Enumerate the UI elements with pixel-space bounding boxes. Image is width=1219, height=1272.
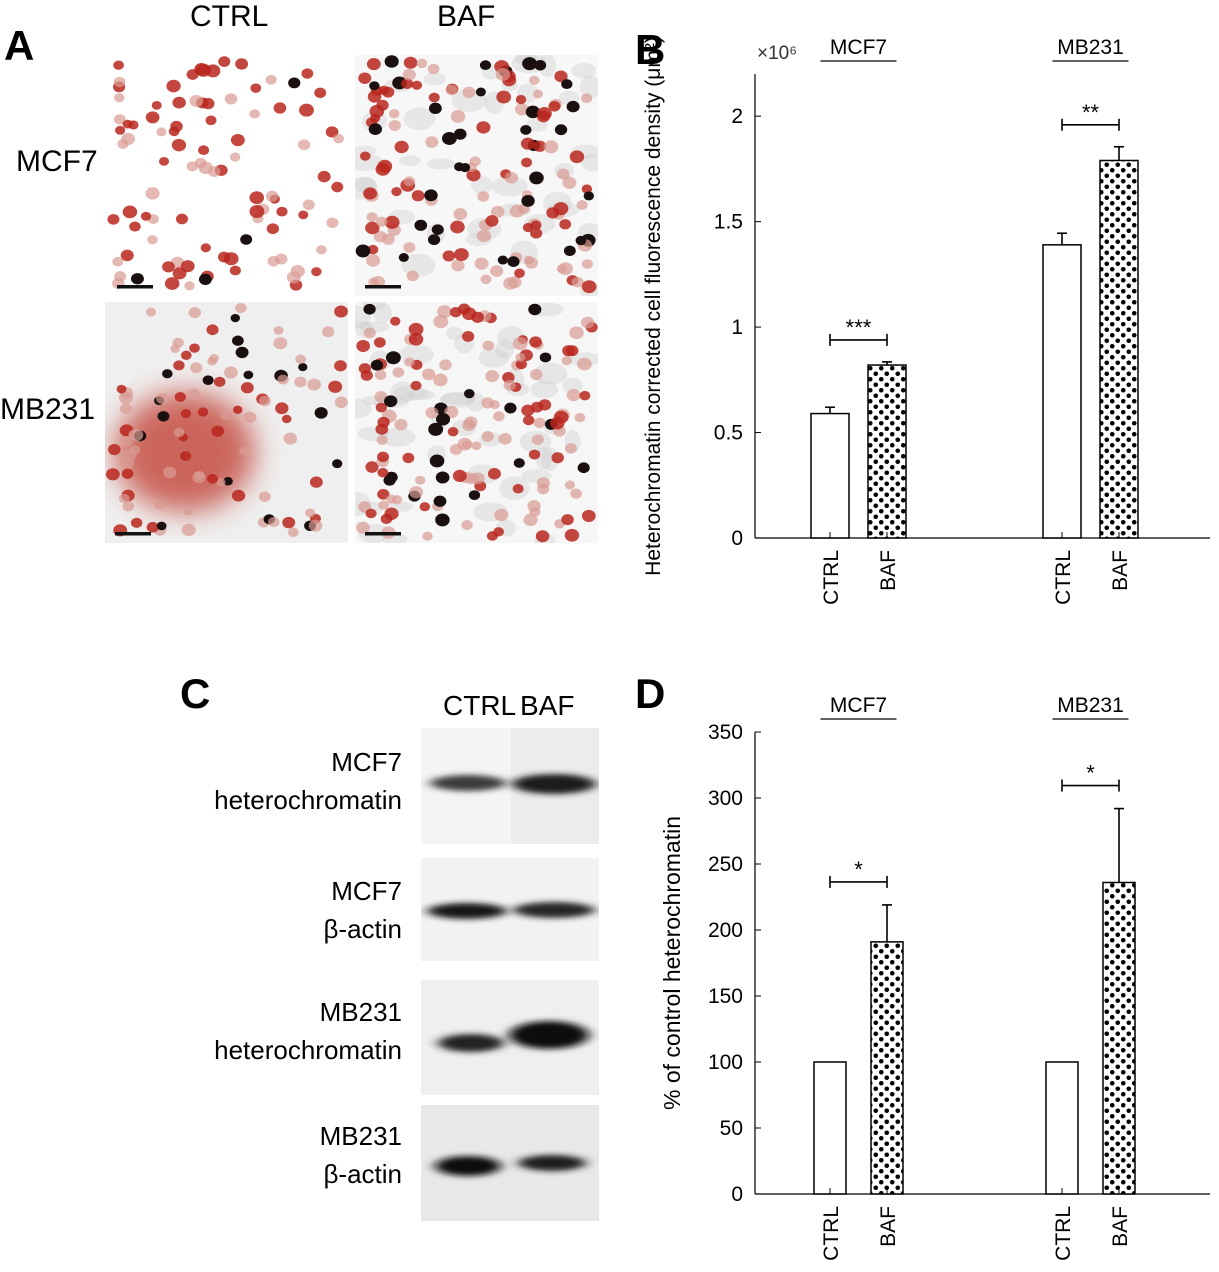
bar-ctrl [813,1061,847,1195]
y-tick-label: 300 [708,787,743,810]
y-tick-label: 150 [708,985,743,1008]
scale-bar [365,285,401,289]
blot-label-line2: heterochromatin [214,1035,402,1065]
bar-ctrl [810,412,850,539]
blot-label-mb231-actin: MB231 β-actin [150,1117,402,1193]
blot-label-mb231-heterochromatin: MB231 heterochromatin [150,993,402,1069]
micrograph-mcf7-baf [355,55,598,296]
significance-stars: * [854,857,863,882]
y-tick-label: 0 [731,1183,743,1206]
y-tick-label: 100 [708,1051,743,1074]
western-blot-mcf7-actin [421,858,599,961]
chart-panel-d: 0 50 100 150 200 250 300 350 % of control hetero… [659,694,1210,1261]
blot-label-mcf7-actin: MCF7 β-actin [150,872,402,948]
group-label: MCF7 [830,36,887,59]
scale-bar [365,532,401,536]
x-category-label: BAF [877,1206,900,1247]
scale-bar [117,285,153,289]
bar-ctrl [1042,244,1082,539]
panel-b-letter: B [635,26,666,73]
micrograph-mb231-ctrl [105,302,348,543]
x-category-label: CTRL [820,550,843,605]
panel-c-column-baf: BAF [520,690,575,721]
blot-label-line2: heterochromatin [214,785,402,815]
bar-baf [867,364,907,539]
panel-c-letter: C [180,670,211,717]
significance-stars: *** [846,315,872,340]
x-category-label: BAF [1109,1206,1132,1247]
western-blot-mb231-actin [421,1105,599,1221]
group-label: MB231 [1057,36,1124,59]
bar-baf [1099,159,1139,539]
y-axis-label: Heterochromatin corrected cell fluoresce… [642,36,665,576]
y-tick-label: 200 [708,919,743,942]
x-category-label: BAF [877,550,900,591]
y-tick-label: 1.5 [714,211,743,234]
group-label: MB231 [1057,694,1124,717]
y-tick-label: 250 [708,853,743,876]
y-tick-label: 0 [731,527,743,550]
panel-d-letter: D [635,670,666,717]
blot-label-line1: MCF7 [331,747,402,777]
x-category-label: CTRL [1052,1206,1075,1261]
x-category-label: CTRL [1052,550,1075,605]
micrograph-mb231-baf [355,302,598,543]
y-tick-label: 0.5 [714,422,743,445]
panel-a-letter: A [4,22,35,69]
y-multiplier: ×10⁶ [757,43,797,64]
y-axis-label: % of control heterochromatin [659,816,685,1110]
panel-a-column-ctrl: CTRL [190,0,269,33]
x-category-label: BAF [1109,550,1132,591]
blot-label-line2: β-actin [323,1159,402,1189]
chart-panel-b: 0 0.5 1 1.5 2 ×10⁶ Heterochromatin corrected c… [642,36,1210,605]
y-tick-label: 350 [708,721,743,744]
bar-ctrl [1045,1061,1079,1195]
panel-a-row-mb231: MB231 [0,393,96,426]
y-tick-label: 50 [720,1117,743,1140]
western-blot-mb231-heterochromatin [421,980,599,1095]
group-label: MCF7 [830,694,887,717]
panel-c-column-ctrl: CTRL [443,690,517,721]
bar-baf [1102,881,1136,1195]
panel-a-row-mcf7: MCF7 [16,145,98,178]
micrograph-mcf7-ctrl [105,55,348,296]
x-category-label: CTRL [820,1206,843,1261]
blot-label-line1: MB231 [319,997,402,1027]
significance-stars: ** [1082,100,1100,125]
significance-stars: * [1086,761,1095,786]
blot-label-line1: MCF7 [331,876,402,906]
scale-bar [115,532,151,536]
western-blot-mcf7-heterochromatin [421,728,599,844]
blot-label-mcf7-heterochromatin: MCF7 heterochromatin [150,743,402,819]
y-tick-label: 1 [731,316,743,339]
blot-label-line2: β-actin [323,914,402,944]
blot-label-line1: MB231 [319,1121,402,1151]
panel-a-column-baf: BAF [437,0,496,33]
y-tick-label: 2 [731,105,743,128]
bar-baf [870,941,904,1195]
